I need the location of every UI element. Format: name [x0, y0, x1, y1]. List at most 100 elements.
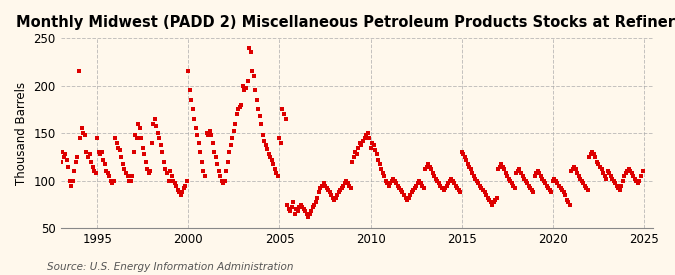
Point	[388, 177, 399, 181]
Point	[84, 152, 95, 156]
Point	[234, 104, 245, 109]
Point	[172, 188, 183, 192]
Point	[124, 179, 134, 183]
Point	[432, 179, 443, 183]
Point	[476, 186, 487, 191]
Point	[475, 183, 485, 188]
Point	[101, 169, 111, 174]
Point	[541, 183, 552, 188]
Point	[597, 171, 608, 175]
Point	[511, 171, 522, 175]
Point	[595, 164, 605, 169]
Point	[367, 141, 377, 145]
Point	[128, 150, 139, 155]
Point	[216, 179, 227, 183]
Point	[195, 150, 206, 155]
Point	[268, 161, 279, 166]
Point	[283, 207, 294, 211]
Point	[303, 215, 314, 219]
Point	[438, 188, 449, 192]
Point	[626, 171, 637, 175]
Point	[394, 186, 405, 191]
Point	[107, 180, 117, 185]
Point	[246, 69, 257, 74]
Point	[254, 114, 265, 118]
Point	[323, 188, 333, 192]
Point	[228, 129, 239, 134]
Point	[338, 183, 349, 188]
Point	[470, 177, 481, 181]
Point	[74, 69, 84, 74]
Point	[178, 186, 189, 191]
Point	[110, 136, 121, 140]
Point	[55, 160, 66, 164]
Point	[583, 188, 593, 192]
Point	[441, 183, 452, 188]
Point	[97, 150, 107, 155]
Point	[173, 190, 184, 194]
Point	[569, 164, 580, 169]
Point	[467, 171, 478, 175]
Point	[177, 190, 188, 194]
Point	[622, 169, 632, 174]
Point	[133, 122, 144, 126]
Point	[543, 186, 554, 191]
Point	[136, 136, 146, 140]
Point	[251, 98, 262, 102]
Point	[189, 117, 200, 121]
Point	[131, 136, 142, 140]
Point	[497, 164, 508, 169]
Point	[535, 174, 546, 178]
Point	[452, 186, 462, 191]
Point	[448, 179, 458, 183]
Point	[279, 112, 290, 116]
Point	[66, 183, 77, 188]
Point	[499, 167, 510, 172]
Point	[564, 202, 575, 207]
Point	[315, 186, 326, 191]
Point	[362, 131, 373, 136]
Point	[636, 174, 647, 178]
Point	[455, 190, 466, 194]
Point	[269, 167, 280, 172]
Point	[153, 131, 163, 136]
Point	[304, 212, 315, 216]
Point	[484, 198, 495, 202]
Point	[454, 188, 464, 192]
Point	[285, 209, 296, 213]
Point	[517, 174, 528, 178]
Point	[341, 179, 352, 183]
Point	[584, 155, 595, 159]
Point	[196, 160, 207, 164]
Point	[421, 164, 432, 169]
Point	[420, 167, 431, 172]
Point	[99, 161, 110, 166]
Point	[353, 145, 364, 150]
Point	[417, 183, 428, 188]
Point	[352, 152, 362, 156]
Point	[121, 171, 132, 175]
Point	[531, 171, 541, 175]
Point	[145, 169, 156, 174]
Point	[605, 174, 616, 178]
Title: Monthly Midwest (PADD 2) Miscellaneous Petroleum Products Stocks at Refineries: Monthly Midwest (PADD 2) Miscellaneous P…	[16, 15, 675, 30]
Point	[161, 171, 172, 175]
Point	[575, 177, 586, 181]
Point	[275, 141, 286, 145]
Point	[482, 196, 493, 200]
Point	[239, 88, 250, 93]
Point	[529, 174, 540, 178]
Point	[560, 193, 570, 197]
Point	[371, 152, 382, 156]
Point	[224, 150, 235, 155]
Point	[437, 186, 448, 191]
Point	[109, 179, 119, 183]
Point	[240, 85, 251, 90]
Point	[573, 174, 584, 178]
Point	[163, 179, 174, 183]
Point	[619, 174, 630, 178]
Point	[204, 129, 215, 134]
Point	[516, 171, 526, 175]
Point	[493, 167, 504, 172]
Point	[458, 152, 468, 156]
